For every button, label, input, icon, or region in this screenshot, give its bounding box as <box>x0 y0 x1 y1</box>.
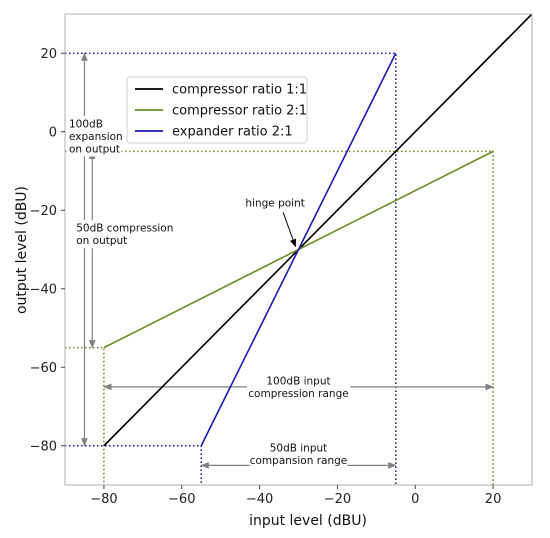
y-tick-label: 20 <box>40 47 57 62</box>
annotation-compression-range-line: 100dB input <box>266 376 330 388</box>
x-tick-label: 0 <box>411 492 419 507</box>
y-tick-label: −80 <box>30 439 57 454</box>
series-line-2 <box>200 52 397 447</box>
annotation-hinge-label: hinge point <box>245 197 304 209</box>
annotation-compansion-range-line: 50dB input <box>270 442 328 454</box>
guide-line-1 <box>65 444 203 485</box>
annotation-compression-range-bg <box>246 373 351 402</box>
annotation-expansion-output-bg <box>67 116 122 157</box>
x-tick-label: −80 <box>90 492 117 507</box>
legend-label-2: expander ratio 2:1 <box>172 125 293 140</box>
annotation-compansion-range-bg <box>249 439 348 468</box>
x-tick-label: 20 <box>485 492 502 507</box>
plot-frame <box>64 13 533 486</box>
annotation-compression-output-line: on output <box>76 235 127 247</box>
legend-box <box>126 76 308 144</box>
guide-line-3 <box>65 346 105 485</box>
y-tick-label: −40 <box>30 282 57 297</box>
annotation-compression-output-bg <box>74 220 168 249</box>
annotation-compansion-range-line: compansion range <box>250 455 348 467</box>
y-tick-label: −20 <box>30 204 57 219</box>
y-tick-label: 0 <box>49 125 57 140</box>
y-tick-label: −60 <box>30 361 57 376</box>
x-tick-label: −40 <box>246 492 273 507</box>
legend-label-0: compressor ratio 1:1 <box>172 83 307 98</box>
annotation-expansion-output-line: expansion <box>69 131 123 143</box>
annotation-compression-range-line: compression range <box>248 388 348 400</box>
series-lines <box>103 13 533 447</box>
x-tick-label: −20 <box>324 492 351 507</box>
series-line-0 <box>103 13 533 447</box>
annotation-expansion-output-line: 100dB <box>69 119 103 131</box>
y-axis-label: output level (dBU) <box>14 186 30 314</box>
annotation-expansion-output-line: on output <box>69 144 120 156</box>
x-tick-label: −60 <box>168 492 195 507</box>
legend-label-1: compressor ratio 2:1 <box>172 104 307 119</box>
annotation-hinge-arrow <box>282 212 297 248</box>
legend: compressor ratio 1:1 compressor ratio 2:1… <box>126 76 308 144</box>
x-axis-label: input level (dBU) <box>249 513 367 529</box>
axis-ticks: −80 −60 −40 −20 0 20 −80 −60 −40 −20 0 20 <box>30 47 502 507</box>
annotation-compression-output-line: 50dB compression <box>76 223 173 235</box>
